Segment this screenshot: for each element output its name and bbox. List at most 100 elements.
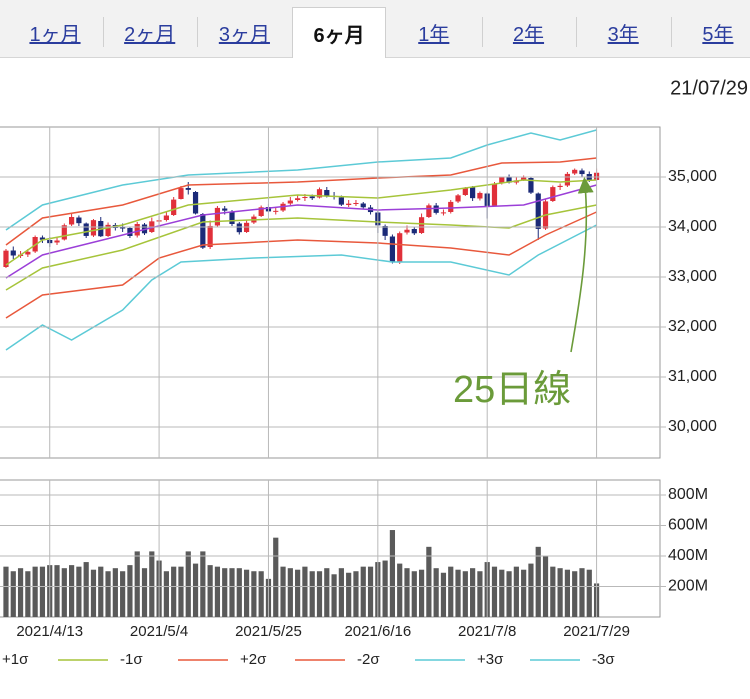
legend-label: +3σ <box>477 651 504 668</box>
candle-body <box>316 189 323 198</box>
candle-body <box>309 196 315 199</box>
y-tick-label: 34,000 <box>668 218 717 235</box>
candle-body <box>572 169 578 174</box>
volume-bar <box>440 572 447 617</box>
candle-body <box>178 188 184 199</box>
candle-body <box>229 211 235 224</box>
legend-label: -2σ <box>357 651 380 668</box>
period-tab[interactable]: 5年 <box>702 24 734 46</box>
candle-body <box>346 203 352 205</box>
volume-bar <box>521 569 527 617</box>
band-line <box>5 179 597 266</box>
volume-bar <box>367 566 374 617</box>
volume-bar <box>32 566 38 617</box>
candle-body <box>535 193 541 229</box>
volume-bar <box>433 568 439 617</box>
candle-body <box>550 187 556 201</box>
volume-bar <box>251 571 257 617</box>
period-tab[interactable]: 1ヶ月 <box>29 24 81 46</box>
volume-bar <box>214 566 221 617</box>
y-tick-label: 400M <box>668 547 708 564</box>
candle-body <box>54 240 60 243</box>
candle-body <box>302 197 308 198</box>
band-line <box>5 211 597 319</box>
volume-bar <box>3 566 9 617</box>
candle-body <box>426 205 432 217</box>
annotation-arrow <box>570 177 594 353</box>
volume-bar <box>10 571 16 617</box>
as-of-date: 21/07/29 <box>670 77 748 99</box>
volume-bar <box>302 566 308 617</box>
volume-bar <box>448 566 454 617</box>
candle-body <box>440 212 447 214</box>
volume-bar <box>112 568 118 617</box>
period-tab[interactable]: 3年 <box>607 24 639 46</box>
volume-bar <box>295 569 301 617</box>
candle-body <box>360 203 366 208</box>
volume-bar <box>54 565 60 617</box>
period-tab[interactable]: 2年 <box>512 24 545 46</box>
candle-body <box>258 207 264 216</box>
volume-bar <box>491 566 498 617</box>
candle-body <box>579 170 585 175</box>
volume-bar <box>470 568 476 617</box>
volume-bar <box>506 571 512 617</box>
candle-body <box>120 227 126 229</box>
candle-body <box>207 225 213 247</box>
x-tick-label: 2021/5/4 <box>130 623 188 640</box>
x-tick-label: 2021/5/25 <box>235 623 302 640</box>
volume-bar <box>185 551 191 617</box>
candle-body <box>105 224 111 236</box>
x-tick-label: 2021/7/29 <box>563 623 630 640</box>
price-frame <box>0 126 661 459</box>
tab-separator <box>576 17 578 47</box>
candle-body <box>10 250 16 256</box>
period-tab[interactable]: 3ヶ月 <box>218 24 270 46</box>
volume-bar <box>389 530 396 617</box>
period-tab[interactable]: 1年 <box>418 24 450 46</box>
candle-body <box>76 217 82 224</box>
tab-separator <box>102 17 104 47</box>
volume-bar <box>338 568 344 617</box>
candle-body <box>214 207 221 226</box>
volume-bar <box>404 568 410 617</box>
volume-bar <box>222 568 228 617</box>
candle-body <box>287 200 293 204</box>
candle-body <box>3 250 9 267</box>
volume-bar <box>513 566 519 617</box>
volume-bar <box>579 568 585 617</box>
volume-bar <box>499 569 505 617</box>
candle-body <box>564 173 571 186</box>
volume-bar <box>76 566 82 617</box>
y-tick-label: 32,000 <box>668 318 717 335</box>
y-tick-label: 31,000 <box>668 368 717 385</box>
x-tick-label: 2021/6/16 <box>344 623 411 640</box>
period-tab[interactable]: 2ヶ月 <box>124 24 176 46</box>
candle-body <box>236 223 242 233</box>
volume-bar <box>134 551 140 617</box>
period-tab[interactable]: 6ヶ月 <box>292 7 387 58</box>
volume-bar <box>98 566 104 617</box>
candle-body <box>448 201 454 212</box>
candle-body <box>171 199 177 215</box>
legend-label: -3σ <box>592 651 615 668</box>
volume-bar <box>411 571 417 617</box>
candle-body <box>68 217 75 225</box>
candle-body <box>273 210 279 212</box>
y-tick-label: 30,000 <box>668 418 717 435</box>
candle-body <box>295 198 301 200</box>
y-tick-label: 200M <box>668 578 708 595</box>
y-tick-label: 600M <box>668 517 708 534</box>
y-tick-label: 800M <box>668 486 708 503</box>
volume-frame <box>0 479 661 618</box>
x-tick-label: 2021/4/13 <box>16 623 83 640</box>
volume-bar <box>171 566 177 617</box>
volume-bar <box>178 566 184 617</box>
annotation: 25日線 <box>453 369 571 411</box>
volume-bar <box>229 568 235 617</box>
candle-body <box>506 177 512 183</box>
volume-bar <box>83 562 89 617</box>
candle-body <box>200 214 206 248</box>
